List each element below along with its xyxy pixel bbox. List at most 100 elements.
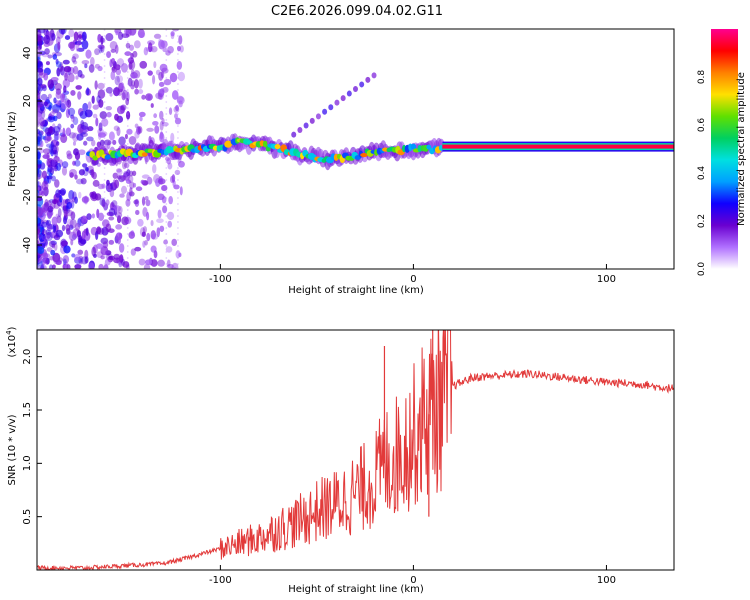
spectrogram-speckle [47, 54, 53, 59]
spectrogram-speckle [153, 33, 162, 39]
spectrogram-speckle [87, 126, 94, 132]
spectrogram-speckle [68, 231, 77, 241]
spectrogram-speckle [37, 72, 40, 82]
spectrogram-speckle [133, 40, 141, 49]
spectrogram-diagonal-feature [309, 117, 315, 124]
spectrogram-speckle [139, 60, 148, 69]
spectrogram-speckle [168, 107, 173, 115]
spectrogram-speckle [41, 203, 49, 213]
spectrogram-speckle [121, 216, 129, 226]
spectrogram-speckle [138, 32, 146, 38]
spectrogram-speckle [150, 220, 154, 227]
spectrogram-speckle [91, 95, 95, 104]
spectrogram-speckle [175, 104, 179, 112]
spectrogram-speckle [40, 263, 45, 269]
spectrogram-speckle [37, 67, 44, 73]
spectrogram-speckle [45, 61, 50, 66]
spectrogram-speckle [47, 115, 55, 123]
spectrogram-speckle [54, 133, 60, 141]
spectrogram-speckle [161, 184, 168, 192]
spectrogram-speckle [45, 231, 53, 242]
spectrogram-speckle [37, 34, 42, 42]
spectrogram-speckle [84, 63, 88, 69]
spectrogram-speckle [158, 81, 165, 87]
spectrogram-speckle [91, 246, 97, 257]
spectrogram-speckle [80, 121, 89, 130]
spectrogram-speckle [37, 192, 41, 198]
spectrogram-speckle [171, 29, 179, 32]
spectrogram-speckle [39, 61, 44, 70]
spectrogram-speckle [166, 259, 171, 267]
spectrogram-speckle [46, 175, 52, 184]
spectrogram-speckle [90, 139, 96, 147]
spectrogram-diagonal-feature [340, 95, 346, 102]
spectrogram-speckle [62, 59, 70, 65]
colorbar: 0.0 0.2 0.4 0.6 0.8 Normalized spectral ampl… [697, 29, 747, 276]
snr-series-line [37, 330, 674, 570]
spectrogram-speckle [159, 225, 165, 232]
spectrogram-speckle [158, 71, 164, 81]
spectrogram-speckle [67, 107, 76, 116]
spectrogram-speckle [78, 149, 86, 156]
spectrogram-speckle [123, 162, 130, 169]
spectrogram-speckle [63, 208, 68, 218]
spectrogram-speckle [46, 224, 55, 230]
spectrogram-ridge-blob [262, 140, 268, 148]
spectrogram-speckle [126, 169, 131, 177]
spectrogram-speckle [122, 89, 128, 100]
spectrogram-speckle [152, 164, 157, 174]
spectrogram-speckle [114, 64, 121, 71]
spectrogram-y-tick-label: -40 [22, 237, 33, 253]
spectrogram-speckle [46, 247, 53, 252]
spectrogram-speckle [37, 264, 44, 269]
spectrogram-speckle [176, 96, 185, 105]
spectrogram-speckle [115, 30, 119, 36]
spectrogram-speckle [125, 111, 131, 120]
spectrogram-speckle [52, 54, 58, 60]
spectrogram-speckle [161, 67, 169, 74]
spectrogram-x-tick-label: 100 [597, 274, 616, 285]
spectrogram-speckle [179, 186, 183, 196]
snr-y-ticks: 0.5 1.0 1.5 2.0 [22, 349, 42, 525]
spectrogram-ridge-blob [438, 144, 444, 151]
spectrogram-speckle [108, 239, 115, 245]
spectrogram-speckle [115, 68, 122, 76]
spectrogram-speckle [37, 216, 41, 224]
spectrogram-speckle [112, 172, 118, 179]
spectrogram-speckle [55, 58, 59, 65]
colorbar-bar [711, 29, 738, 269]
spectrogram-speckle [86, 87, 90, 96]
spectrogram-speckle [46, 232, 51, 239]
spectrogram-marks [37, 29, 674, 269]
spectrogram-speckle [153, 250, 158, 259]
spectrogram-speckle [105, 106, 113, 111]
spectrogram-speckle [157, 93, 163, 101]
spectrogram-speckle [130, 69, 135, 75]
spectrogram-speckle [97, 89, 106, 99]
spectrogram-speckle [76, 133, 84, 141]
spectrogram-speckle [128, 29, 137, 36]
spectrogram-speckle [133, 79, 139, 89]
spectrogram-speckle [137, 218, 144, 227]
spectrogram-speckle [163, 239, 168, 245]
spectrogram-speckle [61, 224, 66, 232]
spectrogram-speckle [73, 31, 79, 42]
spectrogram-speckle [170, 31, 175, 37]
spectrogram-speckle [170, 266, 177, 269]
spectrogram-speckle [63, 245, 71, 254]
spectrogram-ridge-blob [426, 144, 432, 150]
spectrogram-speckle [75, 85, 82, 90]
spectrogram-band-core [442, 144, 674, 149]
spectrogram-speckle [120, 104, 127, 111]
spectrogram-speckle [59, 194, 63, 203]
spectrogram-speckle [44, 135, 53, 141]
spectrogram-speckle [156, 227, 161, 238]
spectrogram-speckle [37, 58, 40, 64]
spectrogram-speckle [79, 110, 88, 119]
spectrogram-speckle [53, 155, 60, 163]
spectrogram-speckle [139, 116, 143, 122]
spectrogram-speckle [55, 229, 64, 238]
spectrogram-speckle [43, 34, 50, 45]
spectrogram-speckle [55, 259, 62, 266]
spectrogram-speckle [116, 175, 122, 180]
